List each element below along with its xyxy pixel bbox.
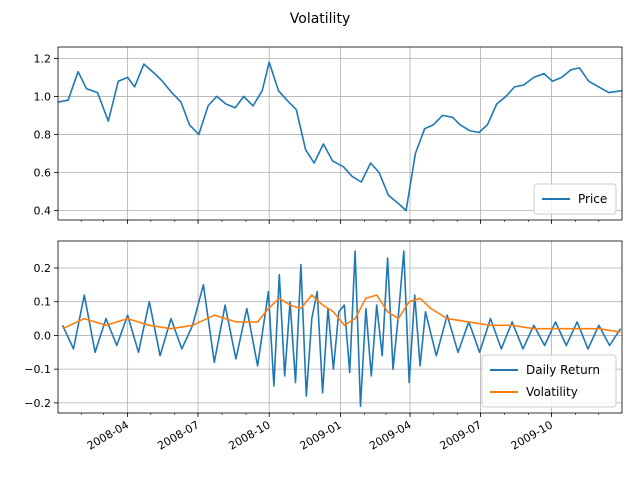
legend-box	[481, 354, 617, 408]
returns-axes: −0.2 −0.1 0.0 0.1 0.2 Daily Return Volatility 2…	[24, 240, 623, 453]
price-axes: 0.4 0.6 0.8 1.0 1.2 Price	[34, 46, 623, 224]
legend: Price	[533, 183, 617, 215]
y-tick-label: 0.4	[34, 204, 52, 217]
x-tick-label: 2008-10	[226, 418, 272, 452]
y-tick-label: −0.2	[24, 397, 51, 410]
y-tick-label: 1.2	[34, 52, 52, 65]
x-tick-label: 2009-01	[298, 418, 344, 452]
y-tick-label: 0.0	[34, 329, 52, 342]
x-tick-label: 2009-10	[509, 418, 555, 452]
axes-frame	[57, 46, 623, 221]
y-tick-label: 0.8	[34, 128, 52, 141]
x-tick-label: 2009-07	[438, 418, 484, 452]
y-tick-label: 1.0	[34, 90, 52, 103]
legend-box	[533, 183, 617, 215]
legend-label: Daily Return	[526, 363, 600, 377]
x-tick-label: 2008-07	[155, 418, 201, 452]
axes-frame	[57, 240, 623, 414]
series-line-volatility	[62, 294, 621, 333]
legend-label: Price	[578, 192, 607, 206]
x-tick-label: 2008-04	[85, 418, 131, 452]
figure-title: Volatility	[290, 11, 350, 27]
legend-label: Volatility	[526, 385, 578, 399]
y-tick-label: 0.6	[34, 166, 52, 179]
series-line-daily-return	[61, 250, 622, 408]
x-tick-label: 2009-04	[367, 418, 413, 452]
series-line-price	[58, 61, 622, 212]
y-tick-label: 0.1	[34, 296, 52, 309]
y-tick-label: 0.2	[34, 262, 52, 275]
legend: Daily Return Volatility	[481, 354, 617, 408]
y-tick-label: −0.1	[24, 363, 51, 376]
